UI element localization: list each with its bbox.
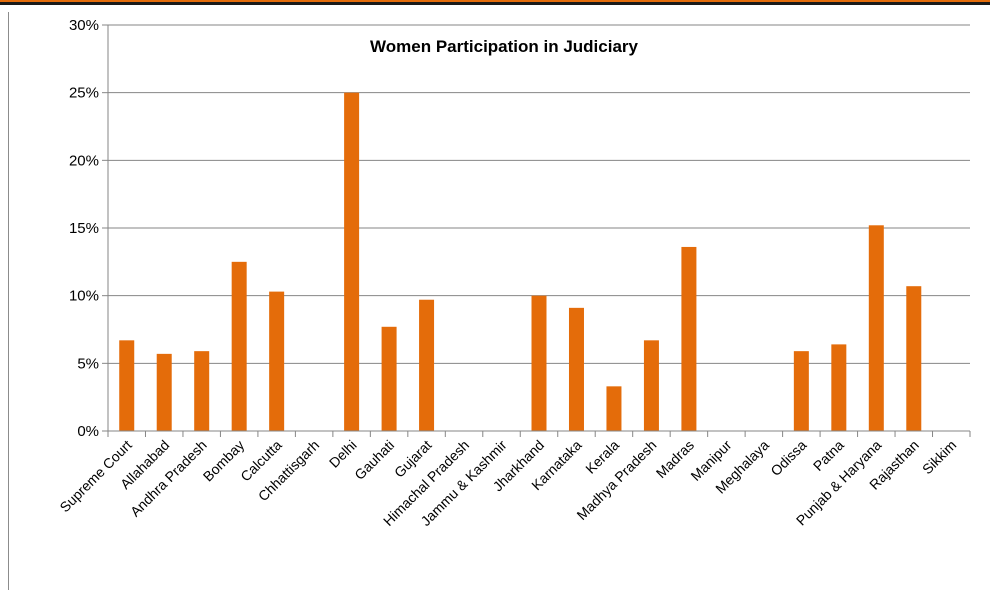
bar xyxy=(906,286,922,431)
bar xyxy=(156,353,172,431)
axes xyxy=(102,24,971,437)
y-tick-label: 0% xyxy=(77,423,99,440)
bar xyxy=(568,307,584,431)
bar xyxy=(344,92,360,432)
bar-series xyxy=(119,92,922,432)
chart-title: Women Participation in Judiciary xyxy=(370,37,639,56)
y-tick-label: 30% xyxy=(69,17,99,34)
x-tick-label: Sikkim xyxy=(919,437,959,477)
top-accent-line xyxy=(0,0,990,2)
bar xyxy=(269,291,285,431)
x-tick-label: Gauhati xyxy=(351,437,397,483)
y-tick-label: 5% xyxy=(77,355,99,372)
x-tick-label: Delhi xyxy=(326,437,360,471)
y-tick-labels: 0% 5% 10% 15% 20% 25% 30% xyxy=(69,17,99,440)
bar xyxy=(531,295,547,431)
y-tick-label: 10% xyxy=(69,288,99,305)
bar xyxy=(606,386,622,431)
y-tick-label: 25% xyxy=(69,85,99,102)
bar xyxy=(381,326,397,431)
y-tick-label: 15% xyxy=(69,220,99,237)
bar xyxy=(831,344,847,431)
bar xyxy=(419,299,435,431)
bar xyxy=(119,340,135,431)
y-tick-label: 20% xyxy=(69,152,99,169)
bar xyxy=(194,351,210,431)
top-border-bar xyxy=(0,0,990,5)
bar xyxy=(681,246,697,431)
chart-frame-left-edge xyxy=(8,12,9,590)
bar xyxy=(643,340,659,431)
bar xyxy=(231,261,247,431)
x-tick-label: Odissa xyxy=(767,437,809,479)
bar xyxy=(793,351,809,431)
bar xyxy=(868,225,884,431)
